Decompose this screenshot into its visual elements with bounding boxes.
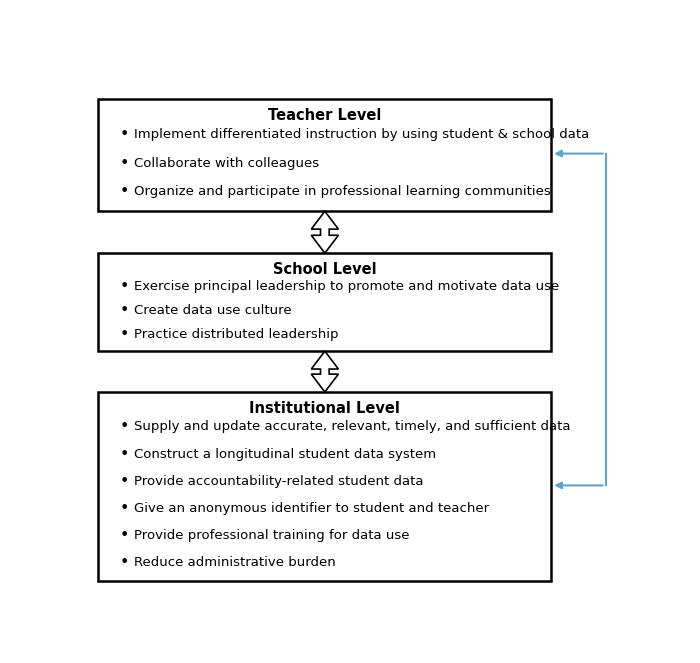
- Bar: [98, 392, 552, 581]
- Text: Give an anonymous identifier to student and teacher: Give an anonymous identifier to student …: [134, 502, 489, 514]
- Text: •: •: [120, 528, 130, 543]
- Polygon shape: [312, 351, 338, 392]
- Text: •: •: [120, 420, 130, 434]
- Text: •: •: [120, 156, 130, 171]
- Text: Teacher Level: Teacher Level: [268, 108, 382, 123]
- Text: •: •: [120, 127, 130, 142]
- Text: Institutional Level: Institutional Level: [249, 401, 400, 416]
- Text: Organize and participate in professional learning communities: Organize and participate in professional…: [134, 186, 550, 198]
- Text: Construct a longitudinal student data system: Construct a longitudinal student data sy…: [134, 448, 435, 461]
- Text: Supply and update accurate, relevant, timely, and sufficient data: Supply and update accurate, relevant, ti…: [134, 420, 570, 434]
- Text: •: •: [120, 184, 130, 200]
- Text: Provide professional training for data use: Provide professional training for data u…: [134, 528, 409, 542]
- Text: •: •: [120, 327, 130, 341]
- Text: •: •: [120, 303, 130, 318]
- Bar: [98, 253, 552, 351]
- Text: Provide accountability-related student data: Provide accountability-related student d…: [134, 475, 423, 487]
- Text: Exercise principal leadership to promote and motivate data use: Exercise principal leadership to promote…: [134, 280, 559, 293]
- Text: School Level: School Level: [273, 263, 377, 277]
- Text: •: •: [120, 473, 130, 489]
- Text: •: •: [120, 501, 130, 516]
- Polygon shape: [312, 211, 338, 253]
- Bar: [98, 99, 552, 211]
- Text: Practice distributed leadership: Practice distributed leadership: [134, 328, 338, 341]
- Text: •: •: [120, 555, 130, 570]
- Text: •: •: [120, 279, 130, 294]
- Text: Create data use culture: Create data use culture: [134, 304, 291, 317]
- Text: Implement differentiated instruction by using student & school data: Implement differentiated instruction by …: [134, 128, 589, 141]
- Text: Reduce administrative burden: Reduce administrative burden: [134, 556, 335, 569]
- Text: Collaborate with colleagues: Collaborate with colleagues: [134, 156, 318, 170]
- Text: •: •: [120, 446, 130, 461]
